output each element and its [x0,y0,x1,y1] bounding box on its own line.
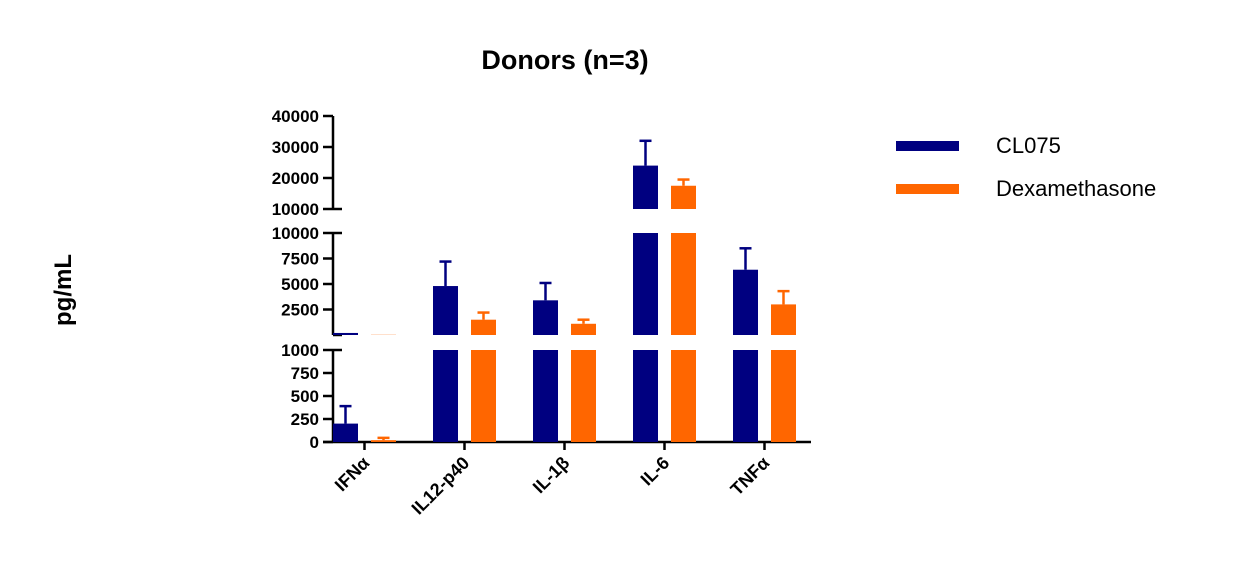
legend-label-dexamethasone: Dexamethasone [996,176,1157,201]
chart-title: Donors (n=3) [481,45,649,75]
y-tick-label: 10000 [272,200,319,219]
bar [333,423,358,442]
x-tick-label: IL-1β [529,453,574,498]
legend-swatch-cl075 [896,141,959,151]
y-tick-label: 750 [291,364,319,383]
legend-swatch-dexamethasone [896,184,959,194]
x-tick-label: IL12-p40 [408,453,474,519]
legend-label-cl075: CL075 [996,133,1061,158]
x-tick-label: TNFα [727,453,774,500]
y-tick-label: 10000 [272,224,319,243]
bar [433,350,458,442]
bar [533,300,558,335]
legend-item-cl075: CL075 [896,133,1061,159]
bar [733,350,758,442]
y-tick-label: 30000 [272,138,319,157]
x-tick-label: IFNα [331,453,373,495]
y-tick-label: 7500 [281,250,319,269]
y-tick-label: 20000 [272,169,319,188]
bar [633,165,658,209]
y-tick-label: 0 [310,433,319,452]
x-tick-label: IL-6 [637,453,674,490]
legend-item-dexamethasone: Dexamethasone [896,176,1156,202]
y-tick-label: 1000 [281,341,319,360]
bar [771,304,796,335]
y-tick-label: 5000 [281,275,319,294]
y-tick-label: 2500 [281,301,319,320]
bar [371,440,396,442]
y-tick-label: 40000 [272,107,319,126]
bar [671,233,696,335]
y-tick-label: 250 [291,410,319,429]
bar [333,332,358,335]
bar [433,286,458,335]
bar [571,323,596,335]
bar [771,350,796,442]
bar [571,350,596,442]
bar [733,269,758,335]
bar [633,350,658,442]
bar [633,233,658,335]
y-tick-label: 500 [291,387,319,406]
bar [471,350,496,442]
bar [671,185,696,209]
bar [533,350,558,442]
bar [471,319,496,335]
bar [671,350,696,442]
